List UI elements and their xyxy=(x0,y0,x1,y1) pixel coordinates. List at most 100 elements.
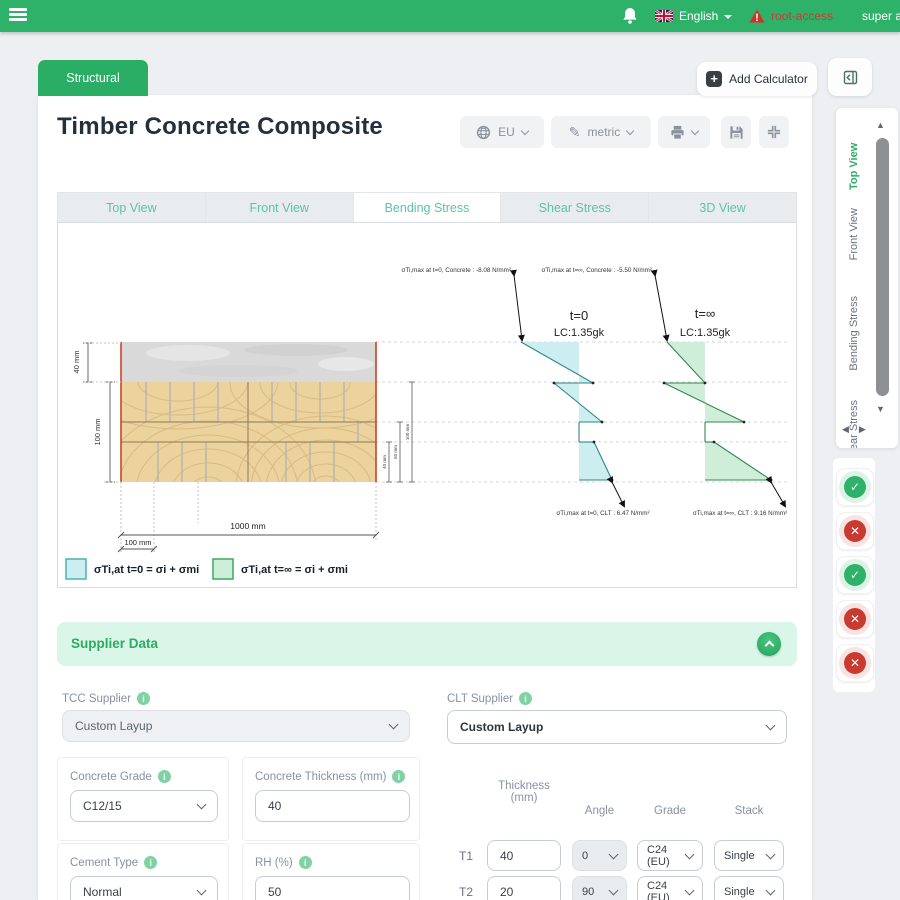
supplier-data-title: Supplier Data xyxy=(71,636,159,651)
chevron-down-icon xyxy=(765,885,776,895)
check-status-4[interactable] xyxy=(836,600,874,638)
check-status-3[interactable] xyxy=(836,556,874,594)
layer-thickness-input[interactable] xyxy=(487,876,561,900)
save-icon xyxy=(729,125,743,139)
legend-swatch-tinf xyxy=(212,558,234,580)
fullscreen-toggle-button[interactable] xyxy=(759,116,789,148)
dim-right-1: 40 mm xyxy=(382,455,387,469)
info-icon[interactable]: i xyxy=(298,856,312,869)
horizontal-scroll-arrows[interactable]: ◀▶ xyxy=(842,424,876,434)
rh-input[interactable] xyxy=(255,876,410,900)
rh-panel: RH (%) i xyxy=(242,843,420,900)
info-icon[interactable]: i xyxy=(519,692,533,705)
layer-stack-select[interactable]: Single xyxy=(714,876,784,900)
status-icon xyxy=(844,564,866,586)
status-icon xyxy=(844,476,866,498)
collapse-panel-icon xyxy=(843,70,857,84)
dim-right-2: 60 mm xyxy=(393,445,398,459)
chevron-up-icon xyxy=(764,640,774,651)
clt-supplier-select[interactable]: Custom Layup xyxy=(447,710,787,744)
check-status-5[interactable] xyxy=(836,644,874,682)
tab-shear-stress[interactable]: Shear Stress xyxy=(501,193,650,222)
sidebar-tab-bending-stress[interactable]: Bending Stress xyxy=(848,296,860,371)
cement-type-label: Cement Type i xyxy=(70,856,158,869)
col-header-thickness: Thickness (mm) xyxy=(498,780,550,804)
units-dropdown[interactable]: ✎ metric xyxy=(551,116,651,148)
annotation-clt-t0: σTi,max at t=0, CLT : 6.47 N/mm² xyxy=(556,510,649,517)
annotation-clt-tinf: σTi,max at t=∞, CLT : 9.16 N/mm² xyxy=(693,510,787,517)
concrete-layer xyxy=(121,342,376,382)
scroll-down-icon[interactable]: ▼ xyxy=(876,404,885,414)
legend-label-tinf: σTi,at t=∞ = σi + σmi xyxy=(241,564,348,576)
root-access-warning[interactable]: root-access xyxy=(749,7,833,25)
concrete-grade-select[interactable]: C12/15 xyxy=(70,790,218,822)
cement-type-select[interactable]: Normal xyxy=(70,876,218,900)
workspace-tab-structural[interactable]: Structural xyxy=(38,60,148,96)
col-header-grade: Grade xyxy=(654,805,686,817)
page-title: Timber Concrete Composite xyxy=(57,113,383,140)
stress-profile-t0 xyxy=(520,341,614,482)
top-navbar: English root-access super a xyxy=(0,0,900,32)
save-button[interactable] xyxy=(721,116,751,148)
col-header-stack: Stack xyxy=(734,805,764,817)
status-icon xyxy=(844,520,866,542)
layer-angle-select[interactable]: 90 xyxy=(572,876,627,900)
dim-concrete: 40 mm xyxy=(72,351,81,374)
add-calculator-button[interactable]: + Add Calculator xyxy=(697,62,817,96)
dim-strip: 100 mm xyxy=(124,538,151,547)
info-icon[interactable]: i xyxy=(157,770,171,783)
info-icon[interactable]: i xyxy=(137,692,151,705)
chevron-down-icon xyxy=(520,126,530,135)
clt-supplier-label: CLT Supplier i xyxy=(447,692,533,705)
supplier-data-section-header[interactable]: Supplier Data xyxy=(57,622,797,666)
sidebar-scrollbar[interactable] xyxy=(876,138,889,396)
status-icon xyxy=(844,608,866,630)
plus-icon: + xyxy=(706,71,723,87)
hamburger-menu-icon[interactable] xyxy=(9,8,27,22)
scroll-up-icon[interactable]: ▲ xyxy=(876,120,885,130)
pencil-icon: ✎ xyxy=(568,123,581,140)
tab-3d-view[interactable]: 3D View xyxy=(699,200,746,215)
bending-stress-diagram: 40 mm 100 mm 1000 mm 100 mm xyxy=(57,222,797,588)
user-menu[interactable]: super a xyxy=(862,9,900,23)
concrete-thickness-input[interactable] xyxy=(255,790,410,822)
print-dropdown[interactable] xyxy=(658,116,710,148)
notifications-bell-icon[interactable] xyxy=(621,6,639,26)
cement-type-panel: Cement Type i Normal xyxy=(57,843,229,900)
chevron-down-icon xyxy=(724,14,733,19)
chevron-down-icon xyxy=(684,849,695,859)
tab-bending-stress[interactable]: Bending Stress xyxy=(353,193,502,222)
sidebar-tab-top-view[interactable]: Top View xyxy=(848,142,860,190)
check-status-1[interactable] xyxy=(836,468,874,506)
language-selector[interactable]: English xyxy=(655,7,733,25)
layer-row-id: T1 xyxy=(459,849,474,863)
annotation-concrete-t0: σTi,max at t=0, Concrete : -8.08 N/mm² xyxy=(401,267,511,274)
legend-swatch-t0 xyxy=(65,558,87,580)
tcc-supplier-label: TCC Supplier i xyxy=(62,692,151,705)
tcc-supplier-select[interactable]: Custom Layup xyxy=(62,710,410,742)
layer-stack-select[interactable]: Single xyxy=(714,840,784,871)
layer-thickness-input[interactable] xyxy=(487,840,561,871)
collapse-section-button[interactable] xyxy=(757,632,781,656)
region-dropdown[interactable]: EU xyxy=(460,116,544,148)
collapse-panel-button[interactable] xyxy=(828,58,872,96)
units-value: metric xyxy=(587,125,621,139)
chevron-down-icon xyxy=(388,719,399,730)
view-nav-sidebar: Top View Front View Bending Stress Shear… xyxy=(836,108,898,448)
layer-grade-select[interactable]: C24 (EU) xyxy=(637,876,703,900)
chevron-down-icon xyxy=(765,849,776,859)
layer-grade-select[interactable]: C24 (EU) xyxy=(637,840,703,871)
rh-label: RH (%) i xyxy=(255,856,312,869)
sidebar-tab-front-view[interactable]: Front View xyxy=(848,208,860,261)
tinf-label: t=∞ xyxy=(695,306,715,321)
dim-timber: 100 mm xyxy=(93,418,102,445)
tab-front-view[interactable]: Front View xyxy=(206,193,354,222)
check-status-2[interactable] xyxy=(836,512,874,550)
stress-profile-tinf xyxy=(662,341,773,482)
tab-top-view[interactable]: Top View xyxy=(58,193,206,222)
warning-triangle-icon xyxy=(749,9,765,23)
info-icon[interactable]: i xyxy=(144,856,158,869)
info-icon[interactable]: i xyxy=(392,770,406,783)
layer-angle-select[interactable]: 0 xyxy=(572,840,627,871)
